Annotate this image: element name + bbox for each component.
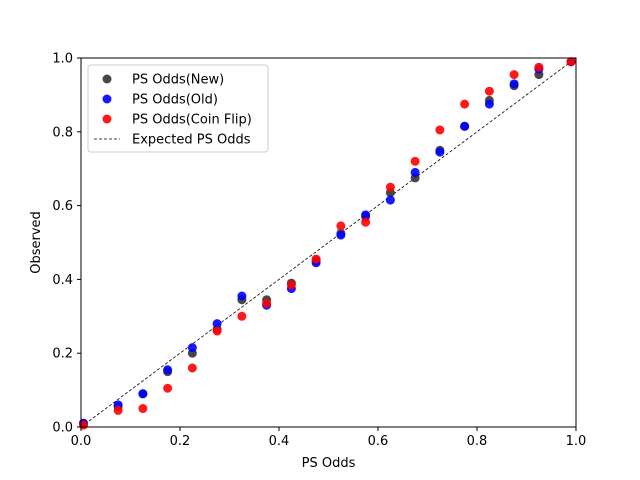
legend: PS Odds(New) PS Odds(Old) PS Odds(Coin Fli… [87,64,269,153]
data-point [460,121,470,131]
y-tick-label: 0.0 [52,421,73,436]
axis-ticks: 0.0 0.2 0.4 0.6 0.8 1.0 0.0 0.2 0.4 0.6 0.8 1.0 [52,52,586,450]
x-tick-label: 0.2 [170,434,191,449]
x-tick-label: 1.0 [566,434,587,449]
data-point [460,99,470,109]
y-tick-label: 1.0 [52,52,73,67]
legend-marker [102,94,112,104]
data-point [566,57,576,67]
legend-label: Expected PS Odds [132,133,251,148]
data-point [237,291,247,301]
legend-marker [102,74,112,84]
data-point [163,365,173,375]
y-tick-label: 0.2 [52,347,73,362]
data-point [509,70,519,80]
data-point [163,383,173,393]
data-point [286,280,296,290]
plot-frame [80,57,577,428]
legend-label: PS Odds(New) [132,73,224,88]
data-point [385,195,395,205]
x-axis-title: PS Odds [302,456,356,471]
data-point [509,79,519,89]
y-tick-label: 0.4 [52,273,73,288]
x-tick-label: 0.4 [269,434,290,449]
legend-label: PS Odds(Old) [132,93,218,108]
x-tick-label: 0.6 [368,434,389,449]
data-point [138,404,148,414]
data-point [212,319,222,329]
data-point [187,363,197,373]
data-point [361,210,371,220]
data-point [410,156,420,166]
data-point [138,389,148,399]
data-point [187,343,197,353]
data-point [410,167,420,177]
data-point [336,221,346,231]
legend-label: PS Odds(Coin Flip) [132,113,252,128]
series-2 [78,57,576,430]
data-point [484,99,494,109]
data-point [385,182,395,192]
y-axis-title: Observed [29,211,44,274]
plot-area [78,57,577,430]
data-point [534,62,544,72]
data-point [484,86,494,96]
data-point [113,405,123,415]
x-tick-label: 0.0 [71,434,92,449]
data-point [311,254,321,264]
data-point [361,217,371,227]
data-point [237,311,247,321]
y-tick-label: 0.8 [52,125,73,140]
y-tick-label: 0.6 [52,199,73,214]
legend-frame [87,64,269,153]
reference-line [80,57,577,428]
data-point [212,326,222,336]
data-point [262,298,272,308]
data-point [78,420,88,430]
legend-marker [102,114,112,124]
x-tick-label: 0.8 [467,434,488,449]
data-point [435,125,445,135]
data-point [435,147,445,157]
data-point [336,230,346,240]
